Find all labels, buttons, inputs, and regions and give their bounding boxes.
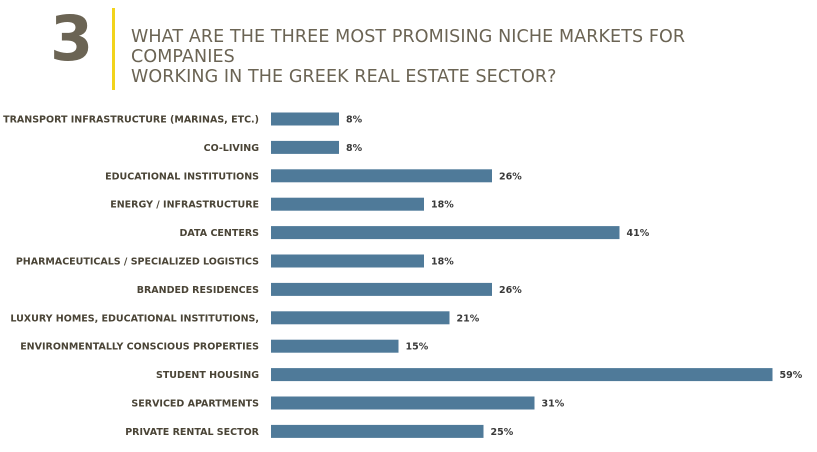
category-label: DATA CENTERS xyxy=(180,228,260,239)
bar xyxy=(271,169,492,183)
yellow-divider xyxy=(112,8,115,90)
value-label: 18% xyxy=(431,257,454,268)
category-label: BRANDED RESIDENCES xyxy=(137,285,259,296)
value-label: 18% xyxy=(431,200,454,211)
value-label: 21% xyxy=(457,313,480,324)
value-label: 31% xyxy=(542,399,565,410)
bar xyxy=(271,226,620,240)
category-label: SERVICED APARTMENTS xyxy=(131,399,259,410)
value-label: 26% xyxy=(499,171,522,182)
category-label: ENVIRONMENTALLY CONSCIOUS PROPERTIES xyxy=(20,342,259,353)
question-line-1: WHAT ARE THE THREE MOST PROMISING NICHE … xyxy=(131,27,686,67)
bar-chart: TRANSPORT INFRASTRUCTURE (MARINAS, ETC.)… xyxy=(3,112,803,438)
category-label: ENERGY / INFRASTRUCTURE xyxy=(110,200,259,211)
category-label: PRIVATE RENTAL SECTOR xyxy=(125,427,259,438)
value-label: 8% xyxy=(346,143,363,154)
bar xyxy=(271,311,450,325)
value-label: 41% xyxy=(627,228,650,239)
bar xyxy=(271,368,773,382)
bar xyxy=(271,254,424,268)
value-label: 59% xyxy=(780,370,803,381)
value-label: 26% xyxy=(499,285,522,296)
bar xyxy=(271,339,399,353)
category-label: PHARMACEUTICALS / SPECIALIZED LOGISTICS xyxy=(16,257,259,268)
question-title: WHAT ARE THE THREE MOST PROMISING NICHE … xyxy=(131,27,771,87)
header: 3 WHAT ARE THE THREE MOST PROMISING NICH… xyxy=(0,0,817,100)
value-label: 8% xyxy=(346,115,363,126)
category-label: STUDENT HOUSING xyxy=(156,370,259,381)
bar xyxy=(271,424,484,438)
category-label: TRANSPORT INFRASTRUCTURE (MARINAS, ETC.) xyxy=(3,115,259,126)
bar xyxy=(271,140,339,154)
bar xyxy=(271,396,535,410)
question-number: 3 xyxy=(50,2,94,75)
value-label: 15% xyxy=(406,342,429,353)
question-line-2: WORKING IN THE GREEK REAL ESTATE SECTOR? xyxy=(131,67,557,87)
category-label: EDUCATIONAL INSTITUTIONS xyxy=(105,171,259,182)
bar xyxy=(271,197,424,211)
category-label: LUXURY HOMES, EDUCATIONAL INSTITUTIONS, xyxy=(10,313,259,324)
bar xyxy=(271,282,492,296)
category-label: CO-LIVING xyxy=(204,143,260,154)
value-label: 25% xyxy=(491,427,514,438)
bar xyxy=(271,112,339,126)
